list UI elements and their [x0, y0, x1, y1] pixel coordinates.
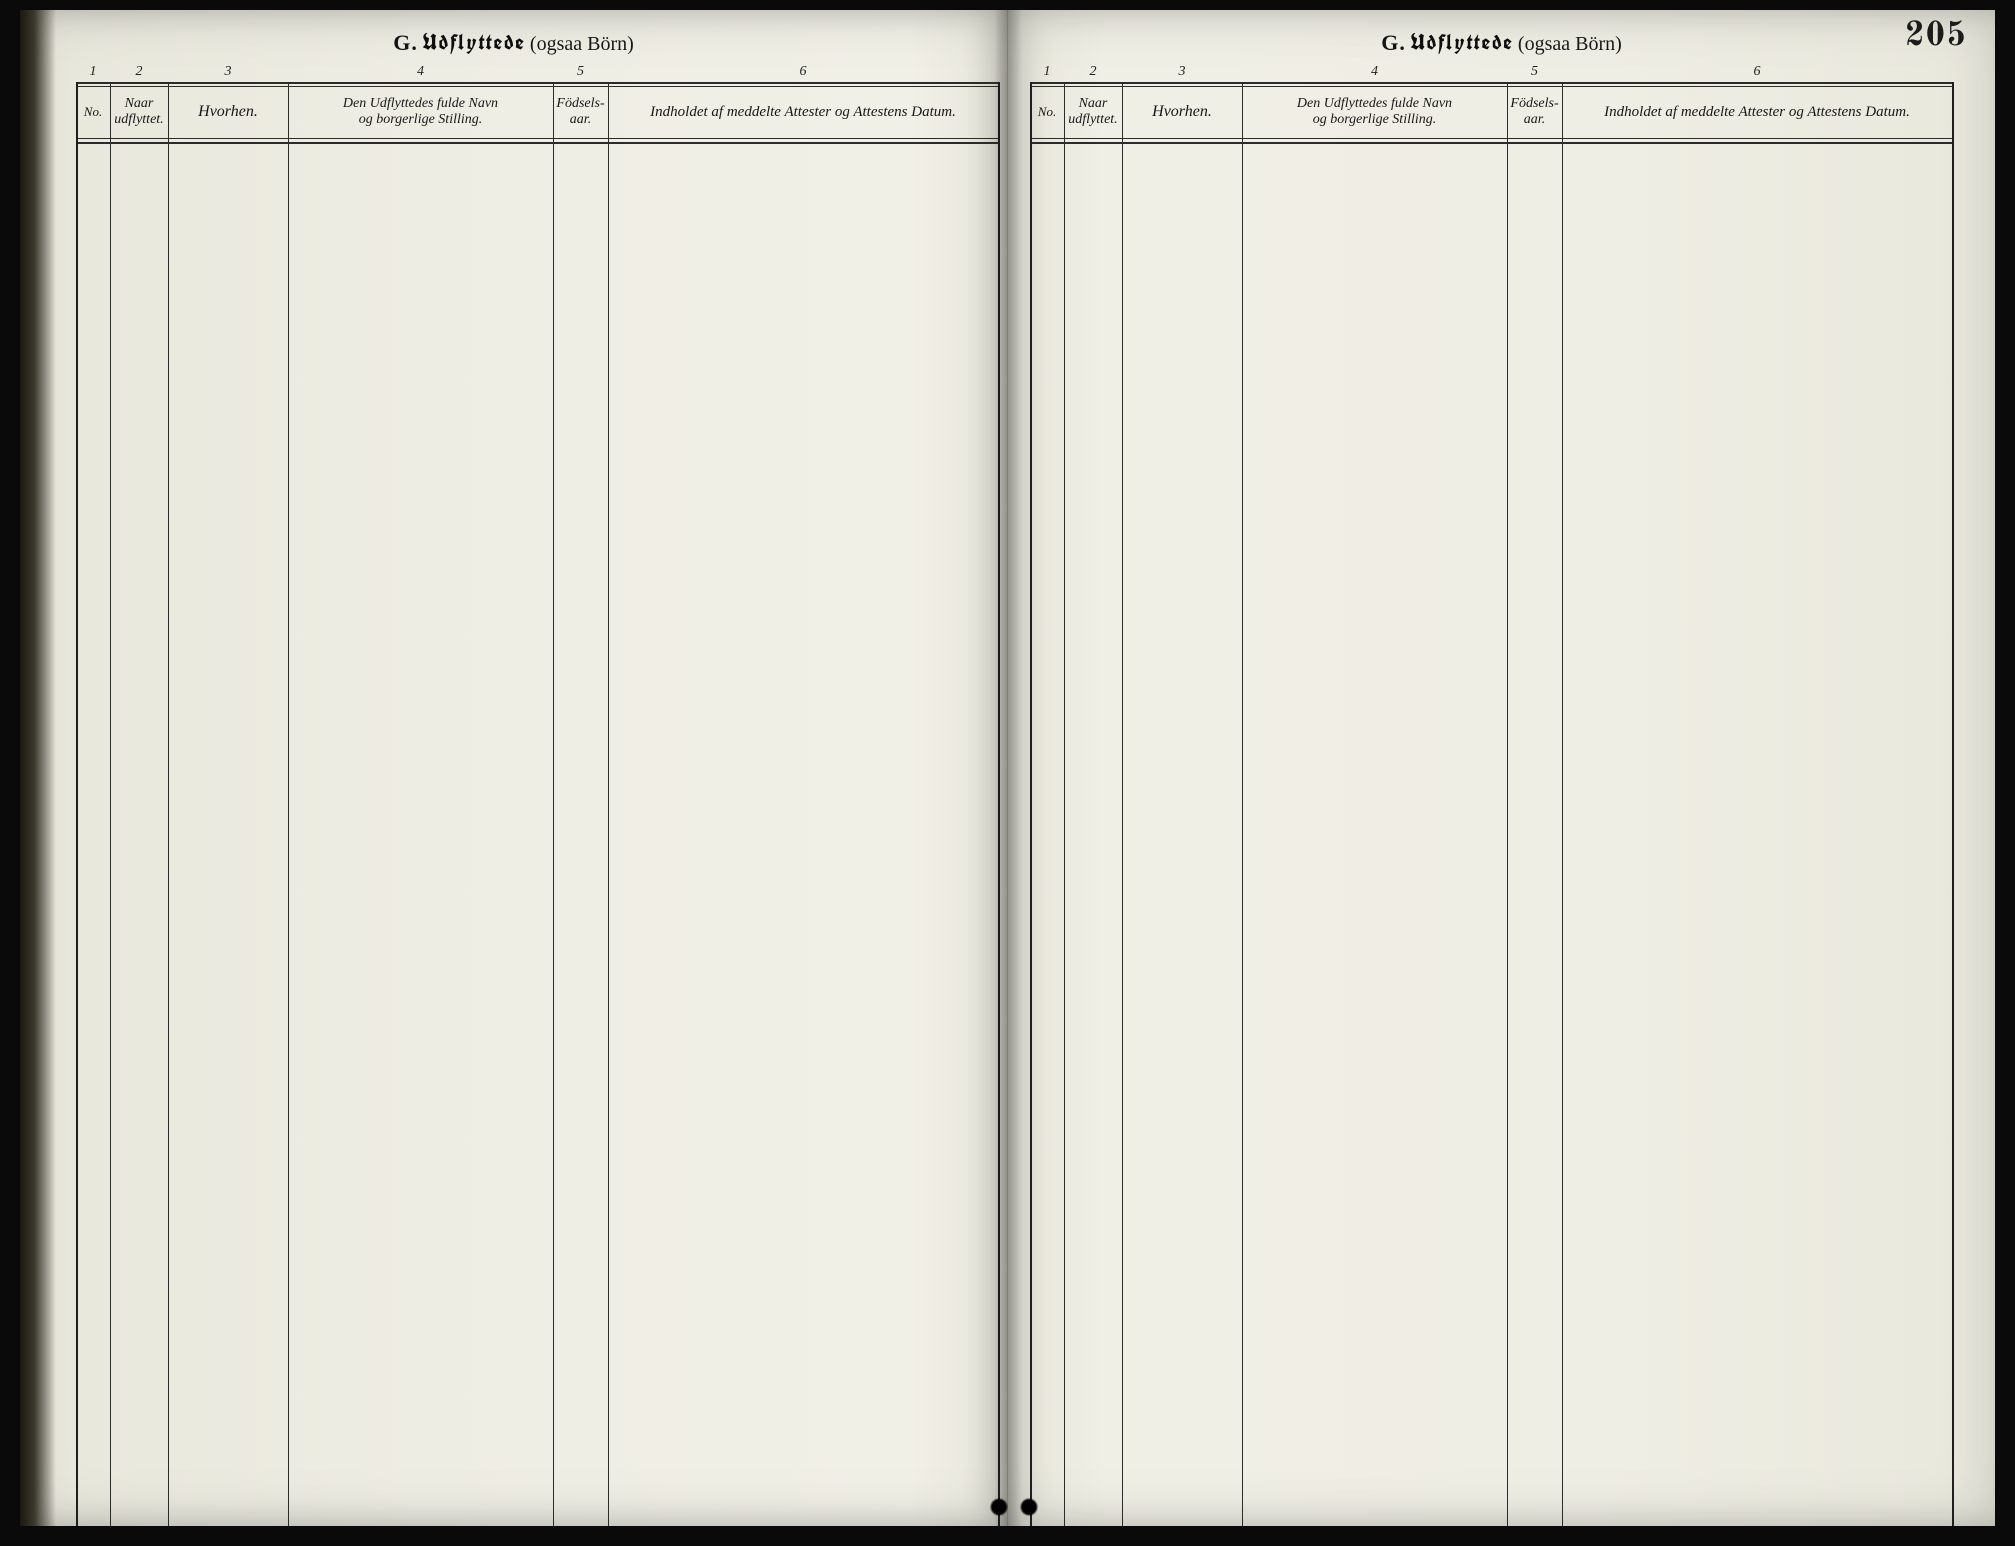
column-rule: [76, 82, 78, 1526]
heading-title: Udflyttede: [1410, 28, 1514, 57]
rule: [76, 142, 998, 144]
column-header: No.: [1030, 86, 1064, 138]
column-rule: [1952, 82, 1954, 1526]
column-header: Naarudflyttet.: [110, 86, 168, 138]
rule: [1030, 138, 1952, 139]
column-number: 3: [1179, 64, 1186, 80]
column-number: 1: [1044, 64, 1051, 80]
column-number: 5: [577, 64, 584, 80]
header-row: No.Naarudflyttet.Hvorhen.Den Udflyttedes…: [1030, 86, 1952, 138]
heading-title: Udflyttede: [422, 28, 526, 57]
column-number: 4: [417, 64, 424, 80]
column-number: 2: [136, 64, 143, 80]
column-number: 3: [225, 64, 232, 80]
column-rule: [1064, 82, 1065, 1526]
column-numbers-row: 1 2 3 4 5 6: [76, 64, 998, 82]
column-numbers-row: 1 2 3 4 5 6: [1030, 64, 1952, 82]
rule: [76, 82, 998, 84]
binding-hole: [988, 1496, 1010, 1518]
rule: [76, 138, 998, 139]
column-number: 5: [1531, 64, 1538, 80]
column-number: 1: [90, 64, 97, 80]
rule: [1030, 82, 1952, 84]
column-header: Den Udflyttedes fulde Navnog borgerlige …: [288, 86, 553, 138]
column-header: Hvorhen.: [168, 86, 288, 138]
right-page: 205 G. Udflyttede (ogsaa Börn) 123456 No…: [1008, 10, 1995, 1526]
column-header: Födsels-aar.: [553, 86, 608, 138]
binding-edge: [20, 10, 56, 1526]
heading-prefix: G.: [393, 30, 418, 55]
column-header: Indholdet af meddelte Attester og Attest…: [1562, 86, 1952, 138]
column-header: Indholdet af meddelte Attester og Attest…: [608, 86, 998, 138]
binding-hole: [1018, 1496, 1040, 1518]
column-rule: [168, 82, 169, 1526]
column-header: Naarudflyttet.: [1064, 86, 1122, 138]
column-header: No.: [76, 86, 110, 138]
column-rule: [1242, 82, 1243, 1526]
column-rule: [1122, 82, 1123, 1526]
column-rule: [288, 82, 289, 1526]
left-page: G. Udflyttede (ogsaa Börn) 1 2 3 4 5 6 No.Naa…: [20, 10, 1008, 1526]
column-rule: [608, 82, 609, 1526]
header-row: No.Naarudflyttet.Hvorhen.Den Udflyttedes…: [76, 86, 998, 138]
rule: [1030, 142, 1952, 144]
column-rule: [998, 82, 1000, 1526]
heading-paren: (ogsaa Börn): [530, 33, 634, 55]
heading-prefix: G.: [1381, 30, 1406, 55]
column-header: Hvorhen.: [1122, 86, 1242, 138]
column-rule: [1507, 82, 1508, 1526]
page-heading: G. Udflyttede (ogsaa Börn): [1008, 28, 1995, 57]
column-rule: [110, 82, 111, 1526]
ledger-form: No.Naarudflyttet.Hvorhen.Den Udflyttedes…: [76, 82, 998, 1526]
column-number: 2: [1090, 64, 1097, 80]
column-number: 6: [1754, 64, 1761, 80]
book-spread: G. Udflyttede (ogsaa Börn) 123456 No.Naa…: [20, 10, 1995, 1526]
column-header: Födsels-aar.: [1507, 86, 1562, 138]
page-heading: G. Udflyttede (ogsaa Börn): [20, 28, 1007, 57]
column-rule: [1030, 82, 1032, 1526]
ledger-form: No.Naarudflyttet.Hvorhen.Den Udflyttedes…: [1030, 82, 1952, 1526]
column-number: 6: [800, 64, 807, 80]
column-header: Den Udflyttedes fulde Navnog borgerlige …: [1242, 86, 1507, 138]
column-number: 4: [1371, 64, 1378, 80]
column-rule: [1562, 82, 1563, 1526]
column-rule: [553, 82, 554, 1526]
heading-paren: (ogsaa Börn): [1518, 33, 1622, 55]
